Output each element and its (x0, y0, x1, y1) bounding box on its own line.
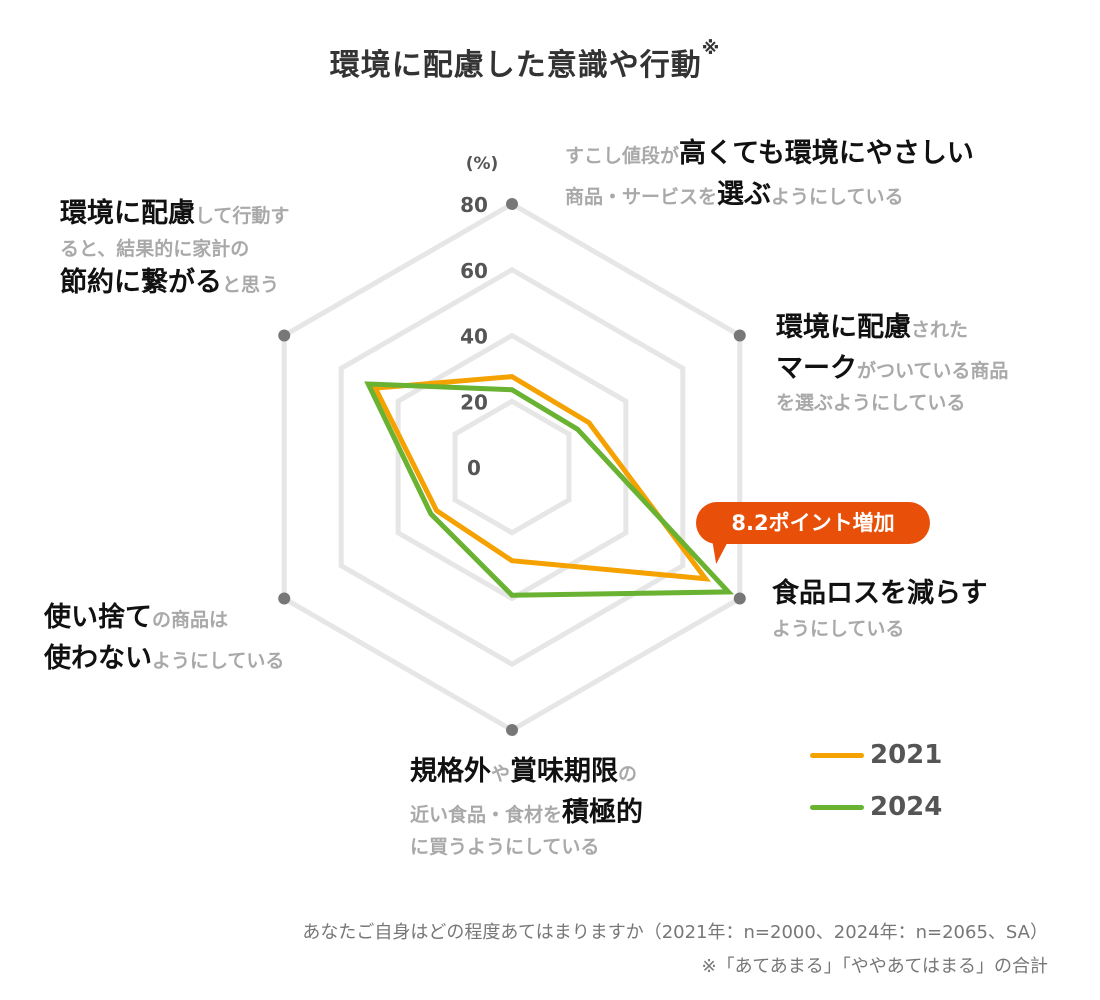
radar-grid (281, 201, 743, 733)
grid-ring-20 (452, 398, 572, 536)
axis-dot-3 (506, 724, 518, 736)
axis-label-eco-mark: 環境に配慮されたマークがついている商品を選ぶようにしている (776, 308, 1008, 418)
tick-label-60: 60 (460, 259, 488, 283)
axis-label-3-part-5: 近い食品・食材を (410, 803, 563, 826)
grid-ring-60 (338, 266, 686, 668)
axis-label-5-part-1: して行動す (195, 205, 290, 227)
axis-label-1-part-6: を選ぶようにしている (776, 392, 966, 414)
axis-label-3-part-1: や (491, 763, 511, 785)
legend-label-2024: 2024 (870, 792, 943, 822)
tick-label-80: 80 (460, 193, 488, 217)
axis-dot-1 (733, 329, 746, 342)
axis-label-4-part-0: 使い捨て (44, 602, 152, 633)
axis-label-nonstandard-food: 規格外や賞味期限の近い食品・食材を積極的に買うようにしている (410, 752, 643, 862)
footnote-question: あなたご自身はどの程度あてはまりますか（2021年：n=2000、2024年：n… (302, 922, 1048, 943)
axis-label-3-part-6: 積極的 (562, 796, 644, 828)
axis-label-4-part-1: の商品は (152, 609, 229, 631)
axis-label-price: すこし値段が高くても環境にやさしい商品・サービスを選ぶようにしている (565, 134, 974, 215)
axis-label-saving: 環境に配慮して行動すると、結果的に家計の節約に繋がると思う (60, 194, 289, 304)
grid-ring-40 (395, 332, 629, 602)
tick-label-40: 40 (460, 325, 488, 349)
chart-title-mark: ※ (701, 38, 721, 59)
grid-ring-80 (281, 201, 743, 733)
axis-label-0-part-3: 商品・サービスを (565, 185, 718, 208)
axis-label-5-part-5: 節約に繋がる (60, 267, 222, 298)
axis-label-3-part-3: の (618, 763, 638, 785)
radar-series (364, 374, 735, 598)
chart-title-text: 環境に配慮した意識や行動 (329, 48, 702, 83)
axis-label-0-part-4: 選ぶ (717, 178, 772, 210)
axis-label-1-part-1: された (911, 319, 969, 341)
legend-label-2021: 2021 (870, 740, 943, 770)
axis-label-1-part-3: マーク (776, 352, 857, 384)
axis-dot-5 (278, 329, 291, 342)
axis-label-0-part-0: すこし値段が (565, 145, 680, 167)
series-line-2024 (364, 381, 735, 598)
radar-tick-labels: 0 20 40 60 80 (%) (460, 154, 498, 480)
axis-label-2-part-0: 食品ロスを減らす (772, 578, 988, 609)
axis-label-3-part-0: 規格外 (410, 756, 491, 787)
legend-item-2021: 2021 (810, 740, 942, 770)
axis-dot-2 (733, 592, 746, 605)
tick-label-0: 0 (467, 456, 481, 480)
axis-label-3-part-2: 賞味期限 (510, 756, 619, 787)
legend-item-2024: 2024 (810, 792, 942, 822)
axis-label-1-part-4: がついている商品 (857, 359, 1009, 382)
axis-label-5-part-6: と思う (222, 274, 280, 296)
axis-dot-4 (278, 592, 291, 605)
legend-swatch-2024 (810, 805, 864, 810)
footnote-note: ※「あてあまる」「ややあてはまる」の合計 (701, 956, 1048, 977)
axis-label-food-loss: 食品ロスを減らすようにしている (772, 574, 987, 643)
axis-label-disposable: 使い捨ての商品は 使わないようにしている (44, 598, 284, 679)
tick-label-20: 20 (460, 390, 488, 414)
axis-label-4-part-3: 使わない (44, 642, 152, 674)
series-line-2021 (371, 374, 711, 582)
radar-axis-dots (278, 198, 746, 736)
axis-label-1-part-0: 環境に配慮 (776, 312, 911, 343)
axis-label-0-part-1: 高くても環境にやさしい (679, 138, 974, 169)
callout-badge: 8.2ポイント増加 (696, 502, 930, 544)
unit-label: (%) (466, 154, 499, 174)
legend-swatch-2021 (810, 753, 864, 758)
axis-label-2-part-2: ようにしている (772, 617, 905, 640)
axis-label-3-part-8: に買うようにしている (410, 836, 600, 858)
chart-title: 環境に配慮した意識や行動※ (0, 38, 1050, 84)
axis-label-5-part-3: ると、結果的に家計の (60, 237, 250, 260)
axis-label-5-part-0: 環境に配慮 (60, 198, 195, 229)
axis-label-0-part-5: ようにしている (771, 185, 904, 208)
axis-label-4-part-4: ようにしている (152, 649, 285, 672)
axis-dot-0 (506, 198, 518, 210)
